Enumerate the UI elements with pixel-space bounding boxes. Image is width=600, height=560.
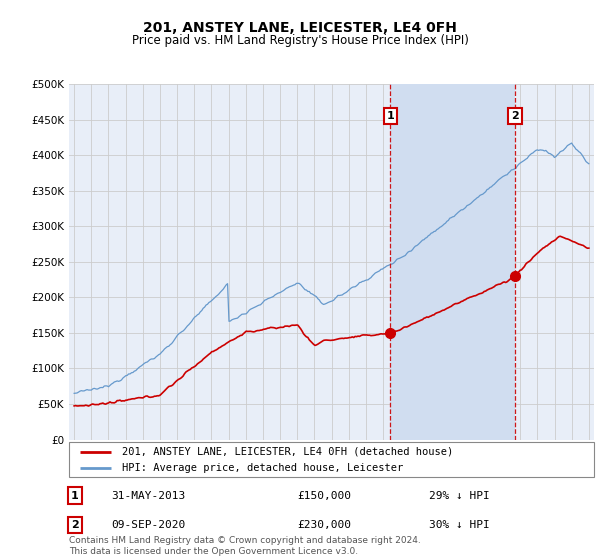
Text: 31-MAY-2013: 31-MAY-2013 xyxy=(111,491,185,501)
Text: 09-SEP-2020: 09-SEP-2020 xyxy=(111,520,185,530)
Text: 201, ANSTEY LANE, LEICESTER, LE4 0FH: 201, ANSTEY LANE, LEICESTER, LE4 0FH xyxy=(143,21,457,35)
FancyBboxPatch shape xyxy=(69,442,594,477)
Text: £150,000: £150,000 xyxy=(297,491,351,501)
Text: 1: 1 xyxy=(71,491,79,501)
Text: 201, ANSTEY LANE, LEICESTER, LE4 0FH (detached house): 201, ANSTEY LANE, LEICESTER, LE4 0FH (de… xyxy=(121,447,453,457)
Text: 30% ↓ HPI: 30% ↓ HPI xyxy=(429,520,490,530)
Text: 1: 1 xyxy=(386,111,394,121)
Text: 2: 2 xyxy=(511,111,519,121)
Text: 2: 2 xyxy=(71,520,79,530)
Text: 29% ↓ HPI: 29% ↓ HPI xyxy=(429,491,490,501)
Text: Price paid vs. HM Land Registry's House Price Index (HPI): Price paid vs. HM Land Registry's House … xyxy=(131,34,469,46)
Text: Contains HM Land Registry data © Crown copyright and database right 2024.
This d: Contains HM Land Registry data © Crown c… xyxy=(69,536,421,556)
Bar xyxy=(390,84,515,440)
Text: HPI: Average price, detached house, Leicester: HPI: Average price, detached house, Leic… xyxy=(121,463,403,473)
Text: £230,000: £230,000 xyxy=(297,520,351,530)
